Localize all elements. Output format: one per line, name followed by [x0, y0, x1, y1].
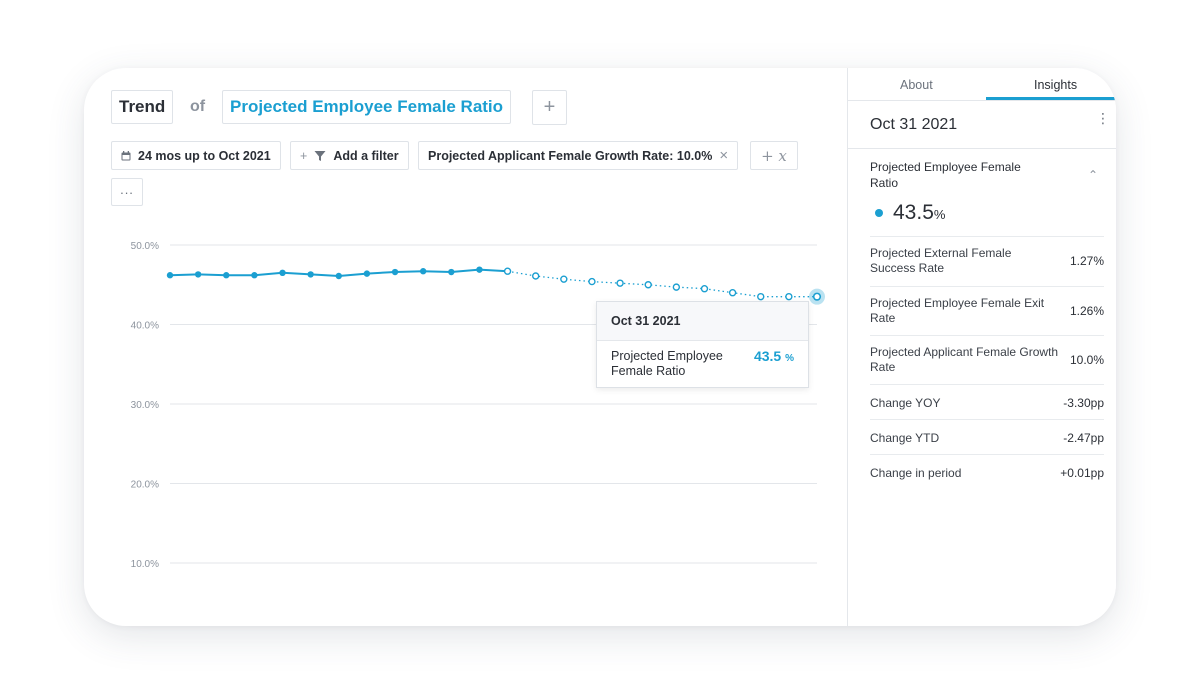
series-color-dot — [875, 209, 883, 217]
insight-row: Projected External Female Success Rate 1… — [870, 236, 1104, 286]
insight-value: 43.5% — [893, 201, 945, 225]
projected-data-point[interactable] — [757, 292, 765, 301]
y-tick-label: 40.0% — [131, 321, 159, 332]
chart-panel: Trend of Projected Employee Female Ratio… — [84, 68, 847, 626]
metric-selector[interactable]: Projected Employee Female Ratio — [222, 90, 512, 124]
add-metric-button[interactable]: + — [532, 90, 567, 125]
projected-data-point[interactable] — [644, 281, 652, 289]
variable-icon: + x — [761, 146, 787, 165]
insight-row-value: 1.26% — [1069, 304, 1104, 318]
insight-row: Projected Employee Female Exit Rate 1.26… — [870, 286, 1104, 335]
insight-value-number: 43.5 — [893, 201, 934, 224]
insight-row-value: -2.47pp — [1063, 431, 1104, 445]
tooltip-date: Oct 31 2021 — [597, 302, 808, 341]
insights-panel: About Insights Oct 31 2021 ⋮ Projected E… — [847, 68, 1116, 626]
insight-row-value: 10.0% — [1069, 353, 1104, 367]
insight-row-label: Projected Applicant Female Growth Rate — [870, 345, 1059, 374]
series-line-projected — [507, 270, 817, 298]
plus-icon: + — [543, 96, 556, 118]
insight-row-label: Change in period — [870, 466, 962, 480]
insights-date: Oct 31 2021 — [870, 116, 958, 133]
projected-data-point[interactable] — [588, 277, 596, 286]
y-tick-label: 50.0% — [131, 241, 159, 252]
y-tick-label: 20.0% — [131, 480, 159, 491]
insight-row: Change YOY -3.30pp — [870, 384, 1104, 419]
insight-value-unit: % — [933, 207, 946, 222]
data-point[interactable] — [363, 270, 371, 277]
date-range-label: 24 mos up to Oct 2021 — [138, 148, 271, 163]
divider — [848, 148, 1116, 149]
data-point[interactable] — [194, 271, 202, 278]
data-point[interactable] — [279, 269, 286, 277]
ellipsis-icon: ... — [120, 182, 134, 197]
calendar-icon — [121, 150, 131, 160]
selected-data-point[interactable] — [812, 292, 822, 301]
projected-data-point[interactable] — [785, 292, 793, 301]
kebab-menu-icon[interactable]: ⋮ — [1096, 110, 1110, 126]
data-point[interactable] — [251, 272, 258, 279]
projected-data-point[interactable] — [531, 272, 540, 280]
more-options-button[interactable]: ... — [111, 178, 143, 206]
insight-row-label: Change YTD — [870, 431, 940, 445]
insights-list: Projected External Female Success Rate 1… — [870, 236, 1104, 489]
insight-row-label: Change YOY — [870, 396, 941, 410]
data-point[interactable] — [335, 272, 342, 280]
insight-row-label: Projected Employee Female Exit Rate — [870, 296, 1045, 325]
metric-label: Projected Employee Female Ratio — [230, 97, 504, 116]
date-range-chip[interactable]: 24 mos up to Oct 2021 — [111, 141, 281, 170]
add-variable-button[interactable]: + x — [750, 141, 798, 170]
chart-tooltip: Oct 31 2021 Projected Employee Female Ra… — [596, 301, 809, 388]
trend-chart: 50.0% 40.0% 30.0% 20.0% 10.0% — [131, 241, 825, 570]
data-point[interactable] — [166, 272, 174, 279]
tooltip-value: 43.5 % — [754, 348, 794, 364]
tab-insights[interactable]: Insights — [1034, 78, 1078, 92]
y-tick-label: 30.0% — [131, 400, 159, 411]
tooltip-metric-label: Projected Employee Female Ratio — [611, 349, 723, 378]
panel-tabs: About Insights — [848, 68, 1116, 101]
chevron-up-icon[interactable]: ⌃ — [1088, 168, 1099, 182]
data-point[interactable] — [223, 272, 230, 279]
projected-data-point[interactable] — [503, 267, 512, 275]
active-filter-label: Projected Applicant Female Growth Rate: … — [428, 148, 713, 163]
insight-row: Change YTD -2.47pp — [870, 419, 1104, 454]
section-title: Projected Employee Female Ratio — [870, 160, 1021, 190]
projected-data-point[interactable] — [560, 275, 568, 283]
add-filter-label: Add a filter — [333, 148, 399, 163]
data-point[interactable] — [448, 268, 455, 276]
filter-icon — [314, 150, 326, 161]
insight-row-value: -3.30pp — [1063, 396, 1104, 410]
trend-card: Trend of Projected Employee Female Ratio… — [84, 68, 1116, 626]
projected-data-point[interactable] — [728, 288, 737, 297]
tab-about[interactable]: About — [900, 78, 933, 92]
projected-data-point[interactable] — [672, 283, 681, 291]
remove-filter-icon[interactable]: × — [719, 147, 729, 164]
tooltip-value-number: 43.5 — [753, 348, 782, 364]
insight-row-value: +0.01pp — [1060, 466, 1104, 480]
view-label: Trend — [119, 97, 166, 116]
active-tab-indicator — [986, 97, 1116, 100]
add-filter-button[interactable]: + Add a filter — [290, 141, 409, 170]
data-point[interactable] — [307, 271, 314, 278]
projected-data-point[interactable] — [616, 279, 624, 287]
plus-icon: + — [300, 148, 308, 163]
data-point[interactable] — [391, 268, 399, 276]
active-filter-chip[interactable]: Projected Applicant Female Growth Rate: … — [418, 141, 739, 170]
y-tick-label: 10.0% — [131, 559, 159, 570]
insight-row-value: 1.27% — [1069, 254, 1104, 268]
data-point[interactable] — [476, 266, 483, 273]
data-point[interactable] — [419, 268, 427, 275]
insight-row-label: Projected External Female Success Rate — [870, 246, 1012, 275]
insight-row: Change in period +0.01pp — [870, 454, 1104, 489]
view-selector[interactable]: Trend — [111, 90, 174, 124]
insight-row: Projected Applicant Female Growth Rate 1… — [870, 335, 1104, 384]
projected-data-point[interactable] — [700, 285, 709, 293]
tooltip-value-unit: % — [785, 353, 794, 364]
of-label: of — [190, 98, 206, 115]
